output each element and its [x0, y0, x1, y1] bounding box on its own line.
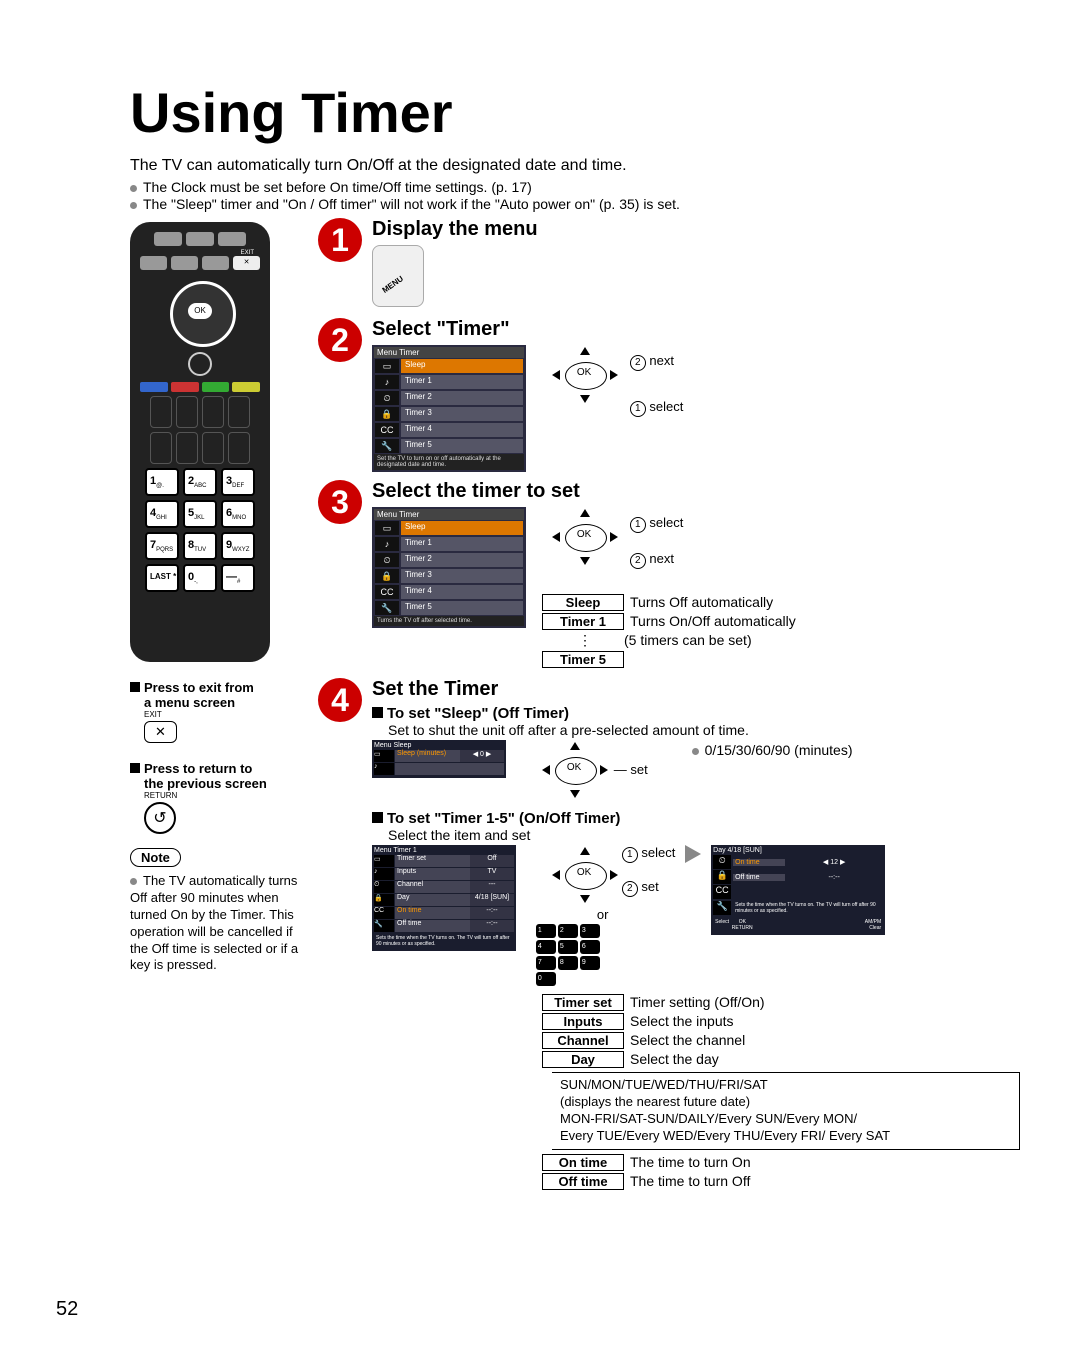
day-options: SUN/MON/TUE/WED/THU/FRI/SAT (displays th…: [552, 1072, 1020, 1150]
step-1-num: 1: [318, 218, 362, 262]
page-number: 52: [56, 1298, 78, 1321]
popup-panel: Day 4/18 [SUN] ⏲On time◀ 12 ▶ 🔒Off time-…: [711, 845, 885, 935]
step-4-num: 4: [318, 678, 362, 722]
step-2-num: 2: [318, 318, 362, 362]
intro-text: The TV can automatically turn On/Off at …: [130, 157, 1020, 175]
note-label: Note: [130, 848, 181, 867]
page-title: Using Timer: [130, 80, 1020, 145]
menu-panel: Menu Timer ▭Sleep ♪Timer 1 ⏲Timer 2 🔒Tim…: [372, 507, 526, 628]
step-2-title: Select "Timer": [372, 318, 1020, 341]
sleep-panel: Menu Sleep ▭Sleep (minutes)◀ 0 ▶ ♪: [372, 740, 506, 778]
exit-hint: Press to exit from a menu screen EXIT ✕: [130, 680, 310, 743]
step-3-num: 3: [318, 480, 362, 524]
step-3-annot: 1 select 2 next: [630, 507, 684, 577]
step-2-annot: 2 ② nextnext 1 select: [630, 345, 684, 425]
step-4-sub2: To set "Timer 1-5" (On/Off Timer): [372, 810, 1020, 827]
step-1-title: Display the menu: [372, 218, 1020, 241]
step-4-sub1: To set "Sleep" (Off Timer): [372, 705, 1020, 722]
arrow-icon: [685, 845, 701, 863]
ok-nav-icon: OK: [540, 740, 610, 800]
ok-nav-icon: OK: [550, 345, 620, 405]
timer1-panel: Menu Timer 1 ▭Timer setOff ♪InputsTV ⏲Ch…: [372, 845, 516, 951]
mini-keypad: 123 456 789 0: [536, 924, 600, 986]
remote-illustration: EXIT ✕ OK 1@.2ABC3DEF 4GHI5JKL6MNO 7PQRS…: [130, 222, 270, 662]
step-4-title: Set the Timer: [372, 678, 1020, 701]
ok-nav-icon: OK: [550, 845, 620, 905]
ok-nav-icon: OK: [550, 507, 620, 567]
menu-panel: Menu Timer ▭Sleep ♪Timer 1 ⏲Timer 2 🔒Tim…: [372, 345, 526, 472]
step-3-title: Select the timer to set: [372, 480, 1020, 503]
menu-button-icon: [372, 245, 424, 307]
note-text: The TV automatically turns Off after 90 …: [130, 873, 300, 974]
return-hint: Press to return to the previous screen R…: [130, 761, 310, 834]
intro-bullet: The Clock must be set before On time/Off…: [130, 179, 1020, 195]
intro-bullet: The "Sleep" timer and "On / Off timer" w…: [130, 196, 1020, 212]
